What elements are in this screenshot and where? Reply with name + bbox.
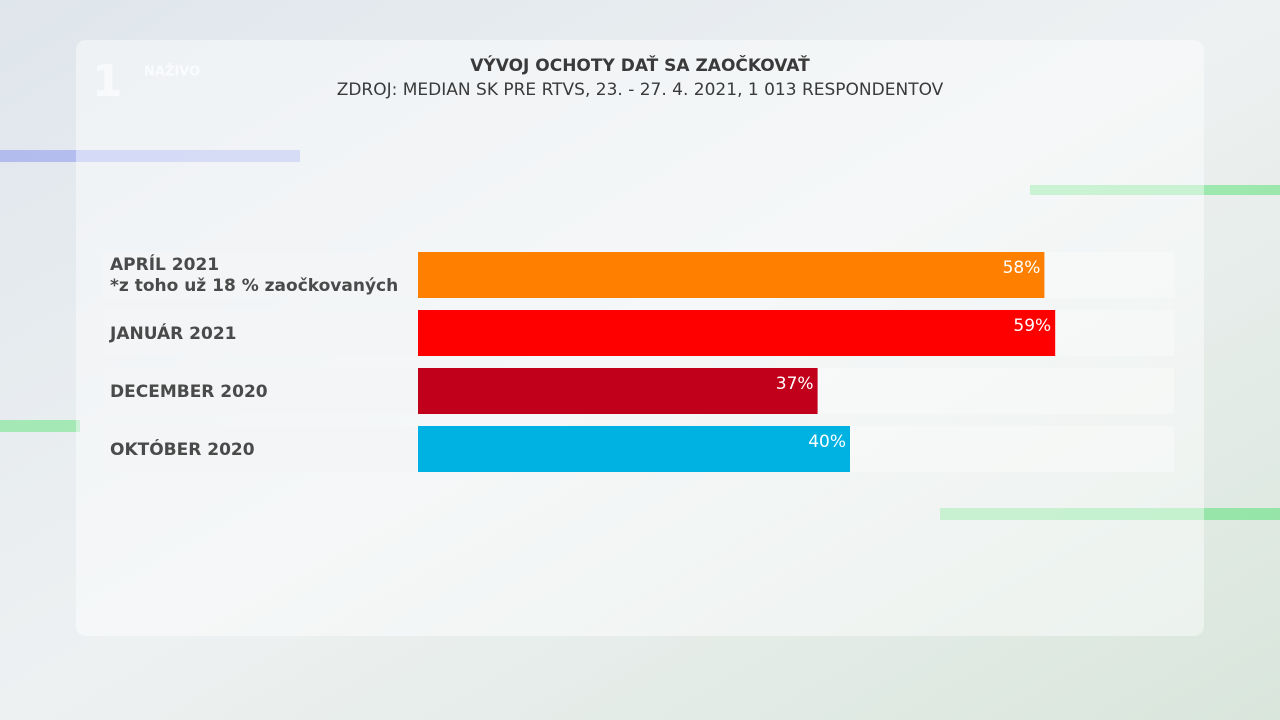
decor [1030,185,1280,195]
value-label: 58% [1003,258,1041,278]
category-label: APRÍL 2021 [110,253,219,275]
value-label: 59% [1013,316,1051,336]
label-box [103,310,417,356]
decor [940,508,1280,520]
decor [0,420,80,432]
category-label: OKTÓBER 2020 [110,438,255,460]
bar [418,252,1045,298]
category-label: JANUÁR 2021 [109,322,236,344]
value-label: 40% [808,432,846,452]
logo: 1 [92,56,123,107]
decor [0,150,300,162]
category-label: DECEMBER 2020 [110,382,268,402]
chart-title: VÝVOJ OCHOTY DAŤ SA ZAOČKOVAŤ [470,54,810,76]
label-box [103,252,417,298]
chart-subtitle: ZDROJ: MEDIAN SK PRE RTVS, 23. - 27. 4. … [337,80,944,100]
label-box [103,368,417,414]
bar [418,426,850,472]
channel-label: NAŽIVO [144,64,200,80]
category-note: *z toho už 18 % zaočkovaných [110,276,398,296]
bar [418,310,1056,356]
value-label: 37% [776,374,814,394]
bar [418,368,818,414]
label-box [103,426,417,472]
